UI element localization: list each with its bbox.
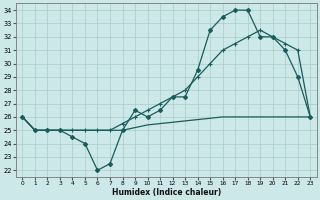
- X-axis label: Humidex (Indice chaleur): Humidex (Indice chaleur): [112, 188, 221, 197]
